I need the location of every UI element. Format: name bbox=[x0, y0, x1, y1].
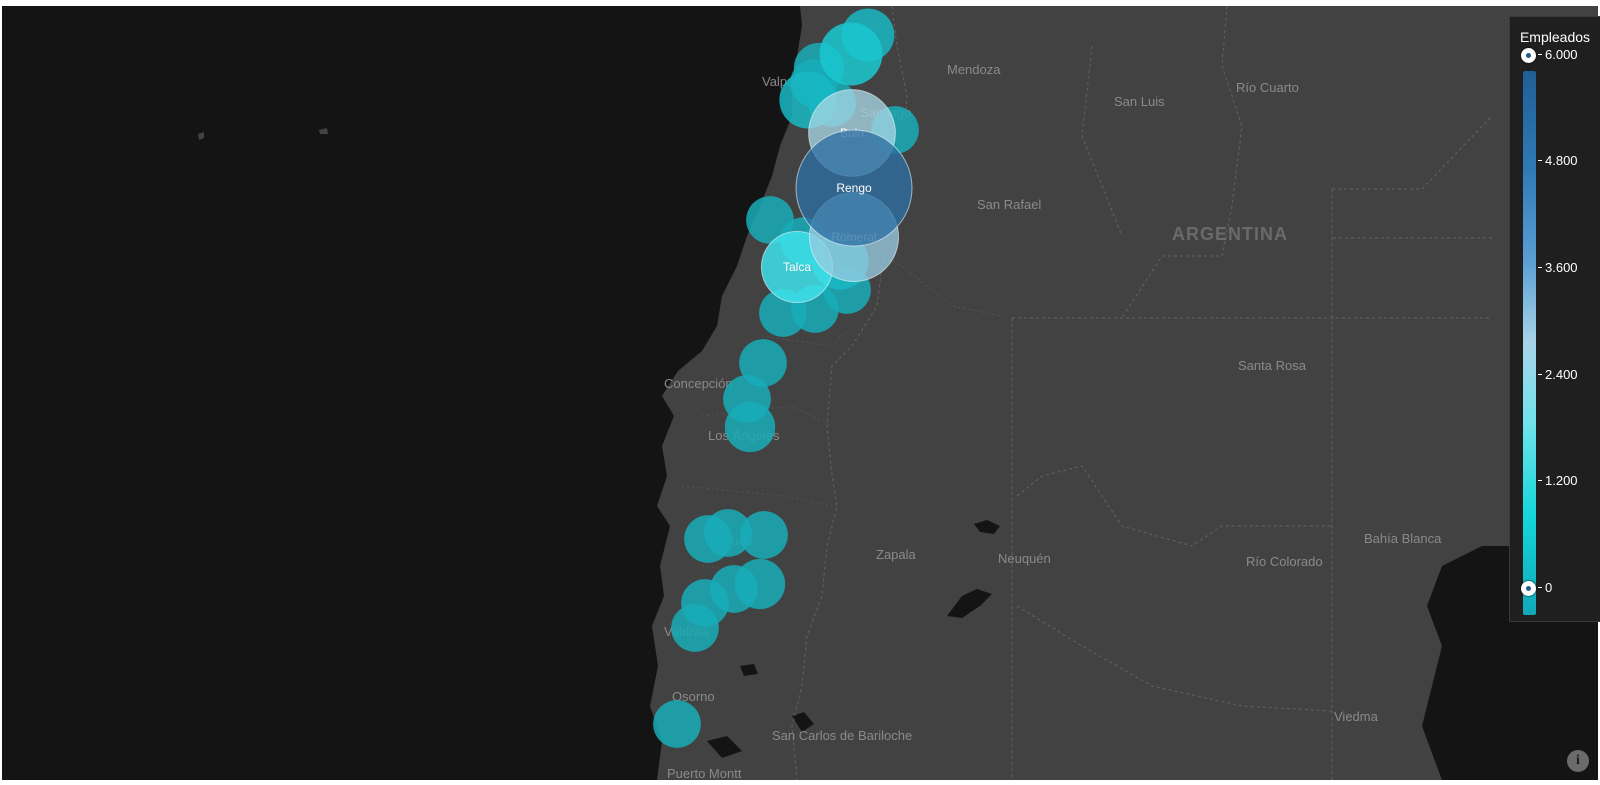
city-label: Concepción bbox=[664, 376, 733, 391]
legend-max-handle[interactable] bbox=[1521, 48, 1536, 63]
island bbox=[198, 132, 204, 140]
city-label: Viedma bbox=[1334, 709, 1379, 724]
map-svg: Valparaíso Santiago Mendoza San Luis Río… bbox=[198, 6, 1598, 780]
bubble-marker[interactable] bbox=[746, 196, 794, 244]
city-label: Mendoza bbox=[947, 62, 1001, 77]
city-label: San Luis bbox=[1114, 94, 1165, 109]
legend-tick: 6.000 bbox=[1538, 47, 1578, 62]
bubble-layer: TalcaBuinRomeralRengo bbox=[653, 8, 919, 748]
legend-tick: 3.600 bbox=[1538, 260, 1578, 275]
bubble-marker[interactable] bbox=[795, 129, 913, 247]
lake bbox=[947, 589, 992, 618]
bubble-marker[interactable] bbox=[739, 339, 787, 387]
borders bbox=[791, 6, 1493, 780]
bubble-marker[interactable] bbox=[671, 604, 719, 652]
legend-min-handle[interactable] bbox=[1521, 581, 1536, 596]
city-label: Puerto Montt bbox=[667, 766, 742, 780]
map-canvas[interactable]: Valparaíso Santiago Mendoza San Luis Río… bbox=[2, 6, 1598, 780]
legend-color-bar bbox=[1523, 71, 1536, 615]
lake bbox=[707, 736, 742, 758]
city-label: Río Cuarto bbox=[1236, 80, 1299, 95]
lake bbox=[974, 520, 1000, 534]
bubble-marker[interactable] bbox=[734, 558, 786, 610]
bubble-marker[interactable] bbox=[819, 22, 883, 86]
city-label: San Carlos de Bariloche bbox=[772, 728, 912, 743]
city-label: Osorno bbox=[672, 689, 715, 704]
legend-tick: 1.200 bbox=[1538, 473, 1578, 488]
legend-tick: 2.400 bbox=[1538, 367, 1578, 382]
bubble-label: Talca bbox=[783, 260, 811, 274]
country-label: ARGENTINA bbox=[1172, 224, 1288, 244]
lake bbox=[740, 664, 758, 676]
bubble-label: Rengo bbox=[836, 181, 872, 195]
bubble-marker[interactable] bbox=[724, 401, 776, 453]
lake bbox=[792, 712, 814, 732]
bubble-marker[interactable] bbox=[653, 700, 701, 748]
city-label: San Rafael bbox=[977, 197, 1041, 212]
legend-title: Empleados bbox=[1519, 29, 1591, 45]
island bbox=[319, 128, 328, 134]
legend-panel: Empleados 6.000 4.800 3.600 2.400 1.200 … bbox=[1509, 16, 1600, 622]
bubble-marker[interactable] bbox=[684, 515, 732, 563]
bubble-marker[interactable] bbox=[740, 511, 788, 559]
city-label: Zapala bbox=[876, 547, 917, 562]
city-label: Río Colorado bbox=[1246, 554, 1323, 569]
city-label: Bahía Blanca bbox=[1364, 531, 1442, 546]
city-label: Santa Rosa bbox=[1238, 358, 1307, 373]
legend-tick: 0 bbox=[1537, 580, 1553, 595]
city-label: Neuquén bbox=[998, 551, 1051, 566]
legend-tick: 4.800 bbox=[1538, 153, 1578, 168]
info-icon[interactable]: i bbox=[1567, 750, 1589, 772]
